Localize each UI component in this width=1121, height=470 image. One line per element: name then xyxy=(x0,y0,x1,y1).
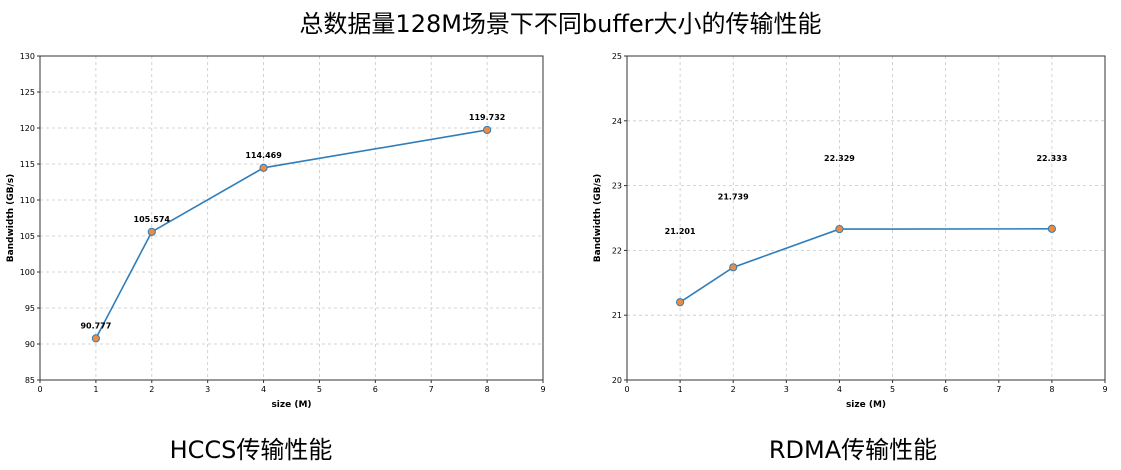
hccs-point-1 xyxy=(147,227,156,236)
hccs-series-line xyxy=(95,129,488,339)
hccs-data-label-0: 90.777 xyxy=(80,321,111,330)
hccs-data-label-3: 119.732 xyxy=(469,113,505,122)
rdma-xtick-label-5: 5 xyxy=(890,385,895,394)
hccs-ytick-label-1: 90 xyxy=(25,340,35,349)
hccs-xtick-label-3: 3 xyxy=(205,385,210,394)
rdma-ytick-label-4: 24 xyxy=(612,117,622,126)
rdma-xtick-label-6: 6 xyxy=(943,385,948,394)
hccs-ytick-label-6: 115 xyxy=(20,160,35,169)
hccs-x-axis-title: size (M) xyxy=(271,400,311,410)
rdma-point-1 xyxy=(729,263,738,272)
rdma-caption: RDMA传输性能 xyxy=(768,436,938,464)
hccs-xtick-label-1: 1 xyxy=(93,385,98,394)
hccs-xtick-label-2: 2 xyxy=(149,385,154,394)
rdma-plot-frame xyxy=(626,55,1106,381)
rdma-data-label-1: 21.739 xyxy=(718,192,749,201)
rdma-xtick-label-3: 3 xyxy=(784,385,789,394)
rdma-xtick-label-7: 7 xyxy=(996,385,1001,394)
hccs-xtick-label-8: 8 xyxy=(485,385,490,394)
hccs-ytick-label-2: 95 xyxy=(25,304,35,313)
rdma-xtick-label-9: 9 xyxy=(1102,385,1107,394)
rdma-point-2 xyxy=(835,224,844,234)
hccs-point-2 xyxy=(259,163,268,172)
figure-title: 总数据量128M场景下不同buffer大小的传输性能 xyxy=(299,10,822,38)
hccs-xtick-label-7: 7 xyxy=(429,385,434,394)
rdma-ytick-label-3: 23 xyxy=(612,182,622,191)
hccs-ytick-label-3: 100 xyxy=(20,268,35,277)
rdma-xtick-label-0: 0 xyxy=(624,385,629,394)
rdma-series-line xyxy=(679,228,1052,303)
hccs-data-label-1: 105.574 xyxy=(134,215,171,224)
rdma-point-0 xyxy=(676,298,685,307)
rdma-xtick-label-2: 2 xyxy=(731,385,736,394)
hccs-ytick-label-4: 105 xyxy=(20,232,35,241)
rdma-ytick-label-1: 21 xyxy=(612,311,622,320)
hccs-ytick-label-5: 110 xyxy=(20,196,35,205)
rdma-ytick-label-5: 25 xyxy=(612,52,622,61)
hccs-xtick-label-9: 9 xyxy=(540,385,545,394)
rdma-xtick-label-1: 1 xyxy=(678,385,683,394)
hccs-xtick-label-5: 5 xyxy=(317,385,322,394)
hccs-data-label-2: 114.469 xyxy=(245,151,282,160)
rdma-data-label-2: 22.329 xyxy=(824,154,855,163)
hccs-xtick-label-4: 4 xyxy=(261,385,266,394)
rdma-ytick-label-0: 20 xyxy=(612,376,622,385)
hccs-plot-frame xyxy=(39,55,544,381)
rdma-xtick-label-4: 4 xyxy=(837,385,842,394)
rdma-y-axis-title: Bandwidth (GB/s) xyxy=(593,174,603,263)
hccs-ytick-label-8: 125 xyxy=(20,88,35,97)
rdma-ytick-label-2: 22 xyxy=(612,246,622,255)
rdma-x-axis-title: size (M) xyxy=(846,400,886,410)
hccs-xtick-label-6: 6 xyxy=(373,385,378,394)
hccs-caption: HCCS传输性能 xyxy=(169,436,333,464)
hccs-ytick-label-0: 85 xyxy=(25,376,35,385)
hccs-ytick-label-9: 130 xyxy=(20,52,35,61)
rdma-data-label-3: 22.333 xyxy=(1036,154,1067,163)
hccs-point-0 xyxy=(91,334,100,343)
hccs-ytick-label-7: 120 xyxy=(20,124,35,133)
hccs-point-3 xyxy=(483,125,492,135)
hccs-y-axis-title: Bandwidth (GB/s) xyxy=(6,174,16,263)
rdma-xtick-label-8: 8 xyxy=(1049,385,1054,394)
rdma-point-3 xyxy=(1047,224,1056,233)
hccs-xtick-label-0: 0 xyxy=(37,385,42,394)
rdma-data-label-0: 21.201 xyxy=(665,227,696,236)
